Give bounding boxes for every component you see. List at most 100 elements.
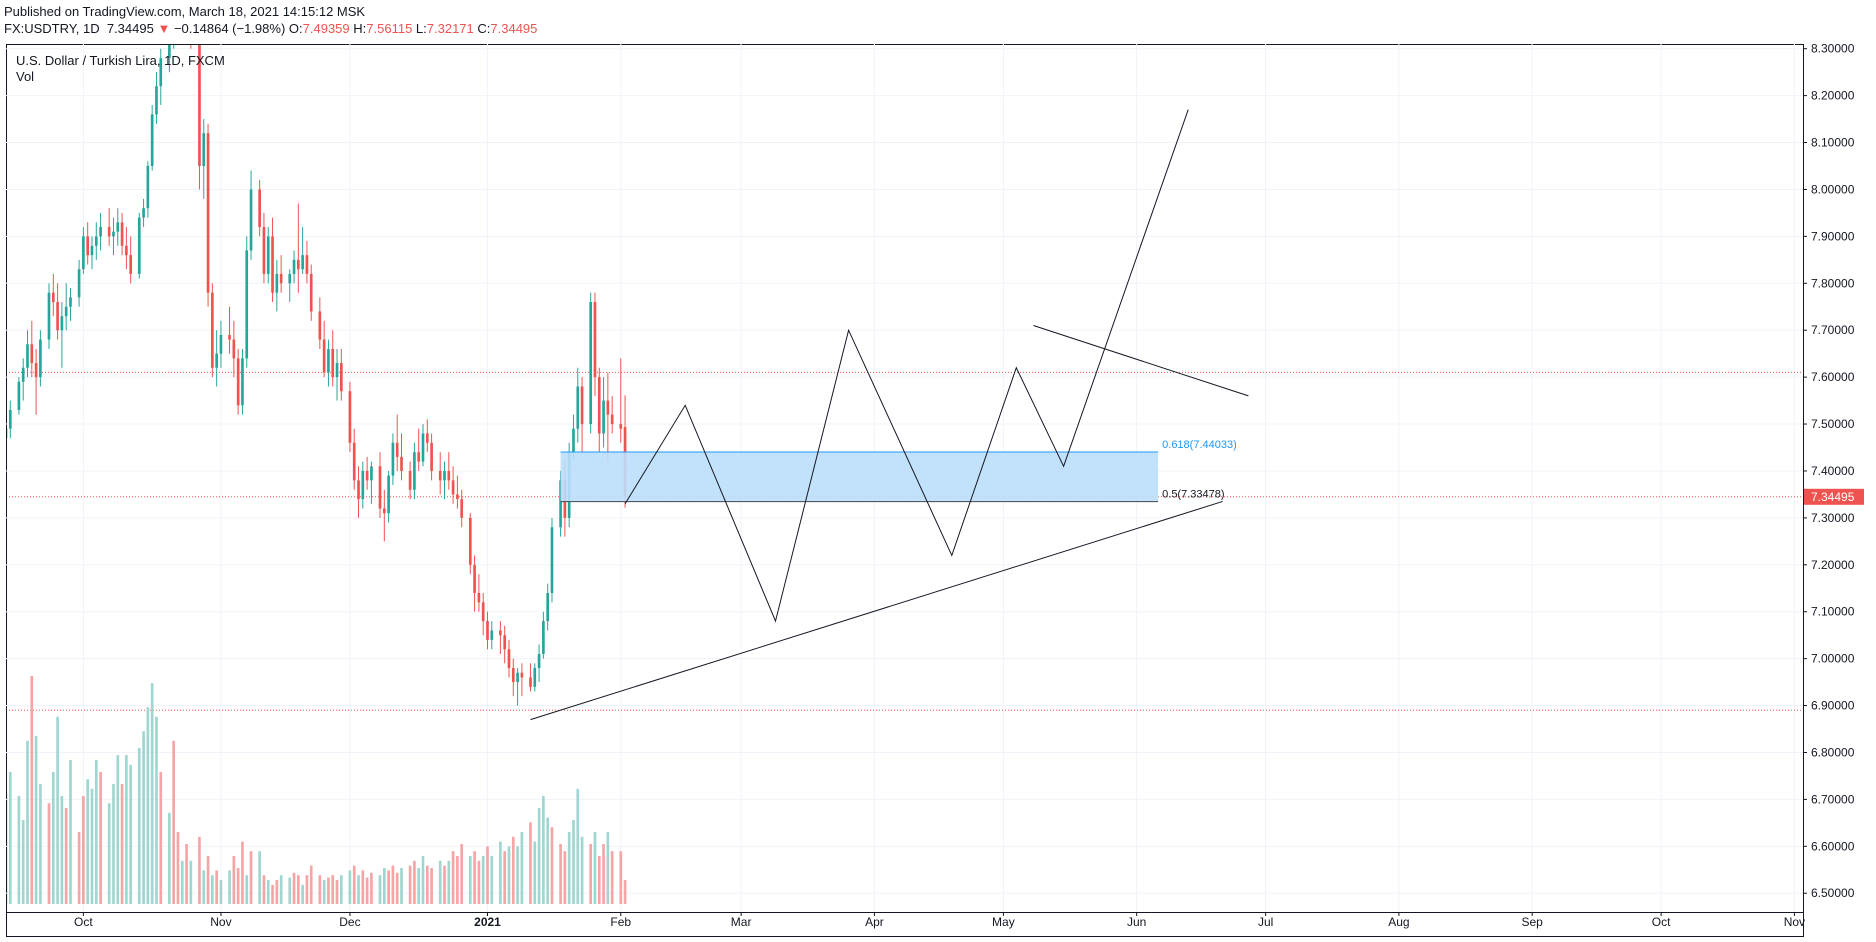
volume-bar <box>99 772 102 904</box>
volume-bar <box>456 856 459 904</box>
candle-body <box>60 316 64 331</box>
volume-bar <box>378 875 382 904</box>
candle-body <box>146 165 150 209</box>
candle-body <box>370 466 373 481</box>
price-tick-label: 7.70000 <box>1811 323 1855 337</box>
volume-bar <box>206 856 210 904</box>
volume-bar <box>232 856 236 904</box>
candle-body <box>395 442 399 457</box>
candle-body <box>481 602 485 622</box>
volume-bar <box>301 884 304 904</box>
candle-body <box>297 259 300 270</box>
close-value: 7.34495 <box>490 21 538 36</box>
price-axis[interactable]: 8.30000 8.20000 8.10000 8.00000 7.90000 7.800… <box>1803 42 1864 901</box>
volume-bar <box>146 707 150 904</box>
volume-bar <box>477 860 481 904</box>
volume-bar <box>610 851 614 904</box>
candle-body <box>245 250 249 359</box>
volume-bar <box>597 856 601 904</box>
candle-body <box>198 45 201 166</box>
open-value: 7.49359 <box>302 21 350 36</box>
time-tick-label: Nov <box>210 915 231 929</box>
volume-bar <box>542 796 545 904</box>
candle-body <box>26 344 29 368</box>
volume-bar <box>26 740 29 904</box>
symbol-label[interactable]: FX:USDTRY, 1D <box>4 21 100 36</box>
candle-body <box>64 306 68 317</box>
low-value: 7.32171 <box>426 21 474 36</box>
candle-body <box>400 456 403 471</box>
candle-body <box>51 292 55 303</box>
candle-body <box>537 653 541 669</box>
volume-bar <box>159 772 163 904</box>
volume-bar <box>262 875 266 904</box>
candle-body <box>447 470 451 481</box>
volume-bar <box>245 875 249 904</box>
close-label: C: <box>477 21 491 36</box>
candle-body <box>279 273 283 284</box>
volume-bar <box>17 796 21 904</box>
fib-zone[interactable]: 0.618(7.44033) 0.5(7.33478) <box>560 439 1237 503</box>
volume-bar <box>107 803 111 904</box>
time-tick-label: Nov <box>1784 915 1805 929</box>
price-tick-label: 8.30000 <box>1811 42 1855 56</box>
volume-bar <box>185 844 188 904</box>
volume-bar <box>94 760 98 904</box>
last-price-tag <box>1804 488 1864 505</box>
time-tick-label: Jul <box>1258 915 1273 929</box>
high-value: 7.56115 <box>366 21 413 36</box>
volume-bar <box>357 875 360 904</box>
candle-body <box>468 517 472 565</box>
time-tick-label: Apr <box>865 915 884 929</box>
candle-body <box>172 11 175 30</box>
volume-bar <box>546 817 550 904</box>
candle-body <box>335 363 339 378</box>
candle-body <box>181 0 184 2</box>
volume-bar <box>8 772 12 904</box>
volume-bar <box>529 822 532 904</box>
price-tick-label: 6.90000 <box>1811 699 1855 713</box>
candle-body <box>56 302 59 331</box>
volume-bar <box>567 832 571 904</box>
volume-bar <box>120 784 124 904</box>
candle-body <box>17 381 21 410</box>
volume-bar <box>460 844 464 904</box>
low-label: L: <box>415 21 427 36</box>
volume-bar <box>150 683 154 904</box>
volume-bar <box>219 880 223 904</box>
volume-bar <box>64 808 68 904</box>
candle-body <box>271 236 274 293</box>
candle-body <box>606 400 610 415</box>
price-tick-label: 7.50000 <box>1811 417 1855 431</box>
candle-body <box>159 58 163 87</box>
trendline <box>1033 325 1249 397</box>
drawings[interactable] <box>530 109 1249 721</box>
time-axis[interactable]: Oct Nov Dec 2021 Feb Mar Apr May Jun Jul Aug Sep Oct… <box>74 912 1805 929</box>
time-tick-label: Oct <box>74 915 93 929</box>
change-value: −0.14864 (−1.98%) <box>173 21 286 36</box>
candle-body <box>348 391 352 443</box>
volume-bar <box>266 880 270 904</box>
time-tick-label: Oct <box>1652 915 1671 929</box>
candle-body <box>168 45 171 59</box>
candle-body <box>550 527 554 593</box>
price-tick-label: 7.10000 <box>1811 605 1855 619</box>
volume-bar <box>395 872 399 904</box>
price-tick-label: 6.70000 <box>1811 792 1855 806</box>
volume-bar <box>499 841 502 904</box>
candle-body <box>559 480 562 528</box>
candle-body <box>34 363 38 378</box>
chart-title: U.S. Dollar / Turkish Lira, 1D, FXCM <box>16 53 225 68</box>
candle-body <box>90 245 94 256</box>
price-tick-label: 7.90000 <box>1811 229 1855 243</box>
volume-bar <box>348 870 352 904</box>
candle-body <box>142 208 145 218</box>
symbol-ohlc-line: FX:USDTRY, 1D 7.34495 ▼ −0.14864 (−1.98%… <box>4 21 537 36</box>
volume-bar <box>189 860 193 904</box>
candle-body <box>490 630 494 640</box>
volume-bar <box>90 788 94 904</box>
candle-body <box>266 236 270 274</box>
volume-bar <box>339 875 343 904</box>
candle-body <box>211 292 214 368</box>
